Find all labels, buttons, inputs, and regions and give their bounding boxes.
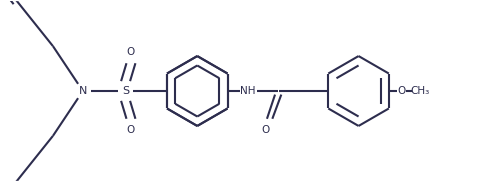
Text: O: O: [127, 47, 135, 57]
Text: S: S: [122, 86, 129, 96]
Text: O: O: [397, 86, 405, 96]
Text: N: N: [79, 86, 87, 96]
Text: O: O: [127, 125, 135, 135]
Text: NH: NH: [241, 86, 256, 96]
Text: O: O: [261, 125, 269, 135]
Text: CH₃: CH₃: [411, 86, 430, 96]
